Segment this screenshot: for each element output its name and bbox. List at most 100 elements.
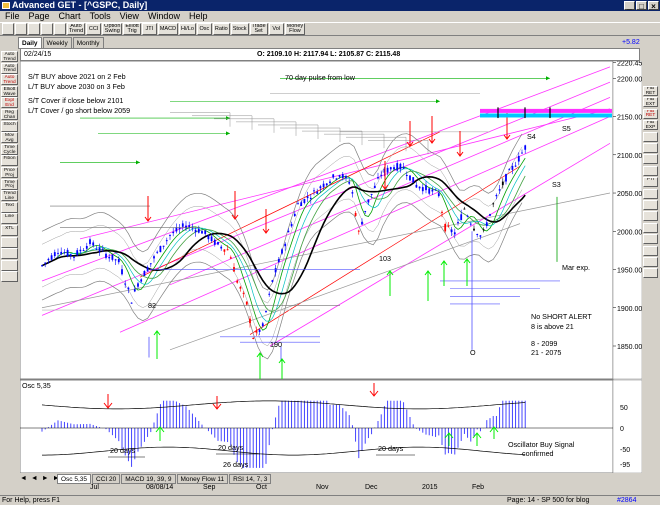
candle-body: [348, 182, 351, 184]
ma-21-line: [41, 170, 526, 312]
toolbar-button[interactable]: Auto Trend: [67, 23, 86, 35]
menu-help[interactable]: Help: [188, 11, 208, 21]
right-tool-button[interactable]: [643, 131, 658, 142]
right-tool-button[interactable]: FIB EXP: [643, 120, 658, 131]
left-tool-button[interactable]: Text: [1, 201, 18, 213]
candle-body: [223, 249, 226, 252]
left-tool-button[interactable]: Trend Line: [1, 190, 18, 202]
candle-body: [521, 152, 523, 154]
right-tool-button[interactable]: [643, 245, 658, 256]
tab-rsi[interactable]: RSI 14, 7, 3: [229, 474, 272, 484]
sell-arrow: [406, 141, 414, 147]
left-tool-button[interactable]: [1, 271, 18, 283]
sell-arrow: [428, 138, 436, 144]
candle-body: [117, 259, 120, 263]
toolbar-button[interactable]: [41, 23, 53, 35]
candle-body: [316, 191, 319, 194]
right-tool-button[interactable]: [643, 165, 658, 176]
left-tool-button[interactable]: Fibon: [1, 155, 18, 167]
toolbar-button[interactable]: CCI: [86, 23, 102, 35]
left-tool-button[interactable]: XTL: [1, 225, 18, 236]
minimize-button[interactable]: _: [624, 1, 635, 11]
left-tool-button[interactable]: [1, 248, 18, 260]
toolbar-button[interactable]: Trade Set: [249, 23, 268, 35]
candle-body: [511, 165, 514, 170]
toolbar-button[interactable]: Vol: [268, 23, 284, 35]
tab-monthly[interactable]: Monthly: [72, 37, 104, 49]
osc-axis-label: 50: [620, 405, 628, 412]
menu-view[interactable]: View: [119, 11, 139, 21]
toolbar-button[interactable]: [15, 23, 27, 35]
toolbar-button[interactable]: [28, 23, 40, 35]
left-tool-button[interactable]: Stoch: [1, 120, 18, 132]
right-tool-button[interactable]: [643, 257, 658, 267]
right-tool-button[interactable]: FIB RET: [643, 108, 658, 119]
tab-cci[interactable]: CCI 20: [92, 474, 121, 484]
pulse-arrowhead: [546, 76, 550, 81]
toolbar-button[interactable]: Osc: [196, 23, 212, 35]
left-tool-button[interactable]: Auto Trend: [1, 62, 18, 74]
tab-macd[interactable]: MACD 19, 39, 9: [121, 474, 176, 484]
left-tool-button[interactable]: Auto Trend: [1, 74, 18, 86]
menu-page[interactable]: Page: [28, 11, 50, 21]
right-tool-button[interactable]: [643, 200, 658, 210]
right-tool-button[interactable]: [643, 188, 658, 199]
menu-file[interactable]: File: [5, 11, 20, 21]
right-tool-button[interactable]: [643, 234, 658, 245]
left-tool-button[interactable]: Elliott Wave: [1, 85, 18, 97]
right-tool-button[interactable]: [643, 143, 658, 153]
close-button[interactable]: ×: [648, 1, 659, 11]
right-tool-button[interactable]: FIB EXT: [643, 97, 658, 108]
annotation-s5: S5: [562, 124, 571, 133]
toolbar-button[interactable]: JTI: [141, 23, 157, 35]
toolbar-button[interactable]: Elliott Trig: [123, 23, 141, 35]
left-tool-button[interactable]: Expl End: [1, 97, 18, 109]
toolbar-button[interactable]: Option Swing: [102, 23, 123, 35]
menu-chart[interactable]: Chart: [58, 11, 81, 21]
left-tool-button[interactable]: [1, 236, 18, 248]
toolbar-button[interactable]: MACD: [157, 23, 179, 35]
scroll-arrows[interactable]: ◄ ◄ ► ►: [20, 475, 61, 482]
left-tool-button[interactable]: Reg Chan: [1, 109, 18, 120]
maximize-button[interactable]: □: [636, 1, 647, 11]
toolbar-button[interactable]: Ratio: [212, 23, 230, 35]
candle-body: [44, 262, 47, 264]
tab-money-flow[interactable]: Money Flow 11: [176, 474, 229, 484]
right-tool-button[interactable]: [643, 268, 658, 279]
candle-body: [505, 174, 507, 182]
left-tool-button[interactable]: Price Proj: [1, 167, 18, 178]
candle-body: [137, 283, 139, 287]
candle-body: [194, 229, 197, 233]
left-tool-button[interactable]: Mov Avg: [1, 132, 18, 144]
right-tool-button[interactable]: [643, 211, 658, 222]
sell-arrow: [381, 184, 389, 190]
candle-body: [181, 223, 184, 227]
left-tool-button[interactable]: [1, 259, 18, 271]
candle-body: [82, 250, 85, 252]
menu-window[interactable]: Window: [147, 11, 180, 21]
toolbar-button[interactable]: Stock: [230, 23, 249, 35]
left-tool-button[interactable]: Time Cycle: [1, 143, 18, 155]
candle-body: [169, 234, 171, 236]
right-tool-button[interactable]: FIB RET: [643, 86, 658, 96]
toolbar-button[interactable]: [2, 23, 14, 35]
right-tool-button[interactable]: PTI: [643, 177, 658, 188]
left-tool-button[interactable]: Auto Trend: [1, 51, 18, 62]
projection-band-bottom: [480, 113, 612, 118]
candle-body: [300, 202, 303, 207]
toolbar-button[interactable]: Money Flow: [284, 23, 306, 35]
price-axis-label: 2220.45: [617, 61, 642, 68]
tab-osc[interactable]: Osc 5,35: [57, 474, 92, 484]
right-tool-button[interactable]: [643, 222, 658, 233]
buy-arrow: [424, 270, 432, 276]
left-tool-button[interactable]: Line: [1, 213, 18, 225]
candle-body: [98, 247, 101, 252]
chart-area[interactable]: 2220.45 2200.00 2150.00 2100.00 2050.00 2000.…: [20, 61, 642, 473]
candle-body: [364, 210, 367, 212]
sell-arrow: [231, 214, 239, 220]
menu-tools[interactable]: Tools: [89, 11, 111, 21]
toolbar-button[interactable]: [54, 23, 66, 35]
right-tool-button[interactable]: [643, 154, 658, 165]
toolbar-button[interactable]: Hi/Lo: [179, 23, 196, 35]
left-tool-button[interactable]: Time Proj: [1, 178, 18, 190]
